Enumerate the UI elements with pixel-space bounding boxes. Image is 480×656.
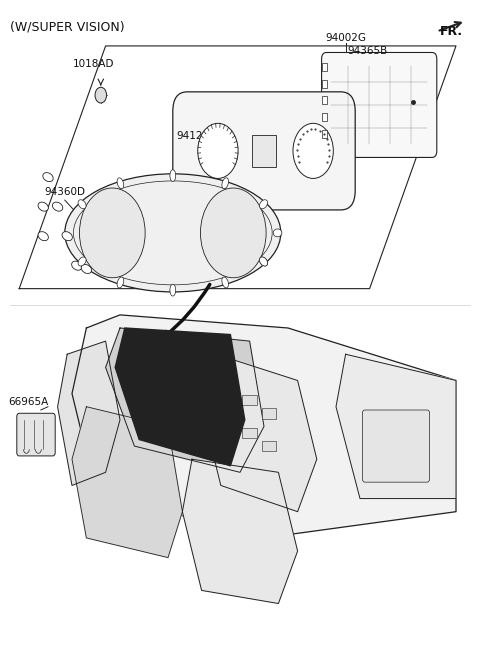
Text: 94360D: 94360D <box>44 187 85 197</box>
Circle shape <box>201 188 266 277</box>
Text: 94365B: 94365B <box>347 46 387 56</box>
Bar <box>322 113 327 121</box>
Ellipse shape <box>260 257 267 266</box>
Ellipse shape <box>197 359 216 376</box>
Ellipse shape <box>117 178 124 189</box>
Polygon shape <box>336 354 456 499</box>
Ellipse shape <box>260 199 267 209</box>
Ellipse shape <box>117 277 124 288</box>
Bar <box>242 428 257 438</box>
Polygon shape <box>115 328 245 466</box>
Polygon shape <box>182 459 298 604</box>
FancyBboxPatch shape <box>173 92 355 210</box>
Ellipse shape <box>154 346 173 363</box>
Polygon shape <box>72 407 182 558</box>
Polygon shape <box>72 315 456 538</box>
Ellipse shape <box>81 264 92 274</box>
Ellipse shape <box>72 261 82 270</box>
Bar <box>322 80 327 88</box>
Bar <box>242 395 257 405</box>
Text: FR.: FR. <box>440 25 463 38</box>
Ellipse shape <box>222 178 228 189</box>
Text: 94002G: 94002G <box>325 33 366 43</box>
Bar <box>322 63 327 71</box>
Ellipse shape <box>52 202 63 211</box>
Ellipse shape <box>43 173 53 182</box>
Ellipse shape <box>170 284 176 296</box>
Ellipse shape <box>38 202 48 211</box>
Circle shape <box>95 87 107 103</box>
Ellipse shape <box>78 199 86 209</box>
Ellipse shape <box>222 277 228 288</box>
Bar <box>252 135 276 167</box>
Ellipse shape <box>125 354 182 420</box>
Circle shape <box>80 188 145 277</box>
Text: 66965A: 66965A <box>9 397 49 407</box>
Ellipse shape <box>140 370 168 404</box>
Bar <box>262 408 276 419</box>
Bar <box>322 130 327 138</box>
Polygon shape <box>58 341 120 485</box>
Circle shape <box>198 123 238 178</box>
FancyBboxPatch shape <box>322 52 437 157</box>
Ellipse shape <box>38 232 48 241</box>
Bar <box>262 441 276 451</box>
Ellipse shape <box>78 257 86 266</box>
Text: 1018AD: 1018AD <box>73 59 114 69</box>
Ellipse shape <box>170 170 176 182</box>
Circle shape <box>293 123 333 178</box>
Text: 94120A: 94120A <box>177 131 217 141</box>
Ellipse shape <box>273 229 282 237</box>
FancyBboxPatch shape <box>362 410 430 482</box>
Polygon shape <box>202 354 317 512</box>
Ellipse shape <box>62 232 72 241</box>
Ellipse shape <box>260 257 267 266</box>
Polygon shape <box>106 328 264 472</box>
Bar <box>322 96 327 104</box>
Text: (W/SUPER VISION): (W/SUPER VISION) <box>10 21 124 34</box>
FancyBboxPatch shape <box>17 413 55 456</box>
Ellipse shape <box>65 174 281 292</box>
